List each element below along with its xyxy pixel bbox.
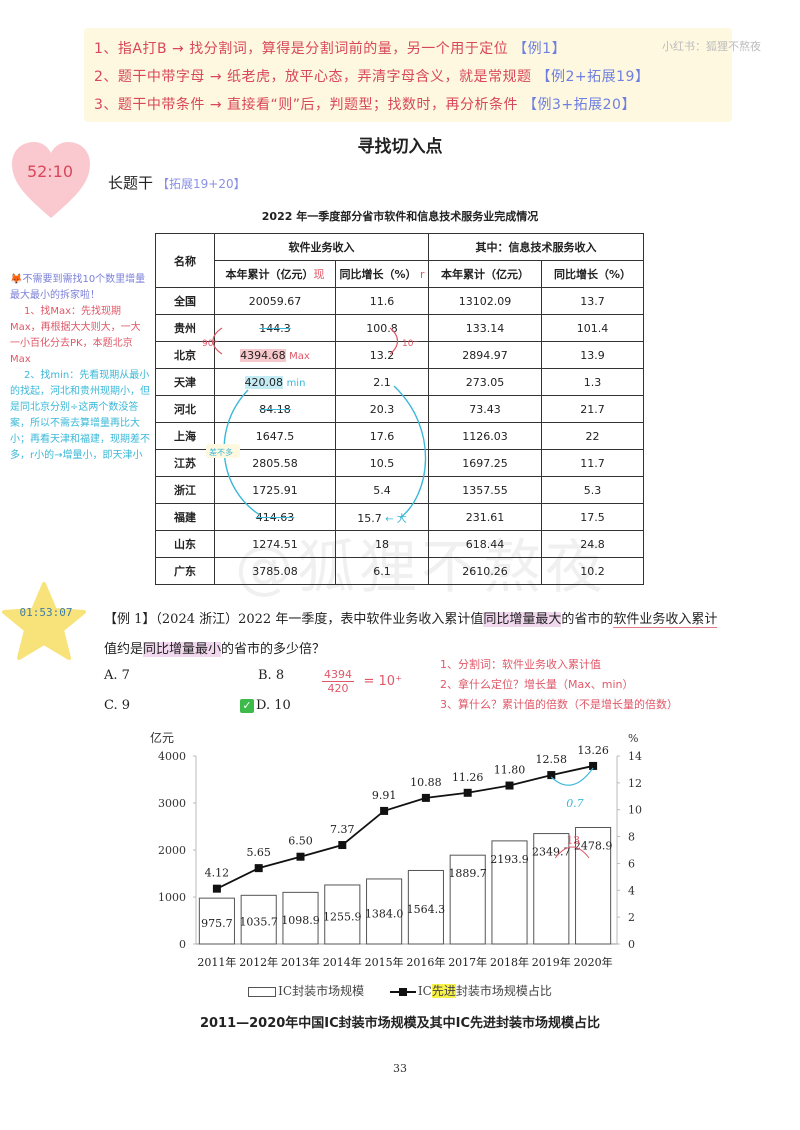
svg-text:2015年: 2015年 — [365, 955, 404, 969]
svg-text:2014年: 2014年 — [323, 955, 362, 969]
ic-packaging-chart: 亿元 % 0 1000 2000 3000 4000 0 2 4 6 8 10 12 14 975.7 2011… — [150, 730, 642, 969]
svg-text:12.58: 12.58 — [536, 753, 568, 766]
table-row: 河北 84.18 20.3 73.43 21.7 — [155, 395, 644, 423]
svg-text:13.26: 13.26 — [577, 744, 609, 757]
watermark-top: 小红书：狐狸不熬夜 — [662, 40, 761, 53]
heart-icon — [12, 142, 90, 218]
svg-text:0: 0 — [628, 938, 635, 951]
analysis-notes: 1、分割词：软件业务收入累计值 2、拿什么定位？增长量（Max、min） 3、算… — [440, 658, 678, 711]
heart-timestamp: 52:10 — [26, 162, 74, 181]
table-row: 全国 20059.67 11.6 13102.09 13.7 — [155, 287, 644, 315]
table-row: 北京 4394.68 Max 13.2 2894.97 13.9 — [155, 341, 644, 369]
header-name: 名称 — [155, 233, 215, 288]
star-icon — [2, 582, 86, 660]
svg-text:5.65: 5.65 — [246, 846, 271, 859]
svg-text:7.37: 7.37 — [330, 823, 355, 836]
svg-text:2: 2 — [628, 911, 635, 924]
svg-text:11.26: 11.26 — [452, 771, 484, 784]
svg-text:975.7: 975.7 — [201, 917, 233, 930]
calc-annotation: 4394 420 = 10⁺ — [322, 668, 402, 695]
star-timestamp: 01:53:07 — [19, 606, 73, 619]
table-row: 广东 3785.08 6.1 2610.26 10.2 — [155, 557, 644, 585]
tip-line-2: 2、题干中带字母 → 纸老虎，放平心态，弄清字母含义，就是常规题 【例2+拓展1… — [94, 69, 650, 85]
table-row: 山东 1274.51 18 618.44 24.8 — [155, 530, 644, 558]
svg-text:2016年: 2016年 — [406, 955, 445, 969]
tip-line-1: 1、指A打B → 找分割词，算得是分割词前的量，另一个用于定位 【例1】 — [94, 41, 567, 57]
option-b[interactable]: B. 8 — [258, 668, 285, 683]
svg-text:8: 8 — [628, 831, 635, 844]
header-group-it-service: 其中：信息技术服务收入 — [428, 233, 644, 261]
table-row: 上海 1647.5 17.6 1126.03 22 — [155, 422, 644, 450]
side-note-intro: 🦊不需要到需找10个数里增量最大最小的拆家啦！ — [10, 274, 146, 301]
svg-text:90⁺: 90⁺ — [202, 339, 218, 349]
svg-text:0.7: 0.7 — [566, 797, 584, 810]
svg-text:2019年: 2019年 — [532, 955, 571, 969]
legend-line-swatch — [389, 987, 416, 996]
svg-text:2013年: 2013年 — [281, 955, 320, 969]
svg-text:2000: 2000 — [158, 844, 186, 857]
header-rate-2: 同比增长（%） — [541, 260, 644, 288]
svg-text:2193.9: 2193.9 — [490, 853, 529, 866]
side-note-step2: 2、找min：先看现期从最小的找起，河北和贵州现期小，但是同北京分别÷这两个数没… — [10, 370, 150, 461]
svg-text:1564.3: 1564.3 — [407, 903, 446, 916]
svg-text:2012年: 2012年 — [239, 955, 278, 969]
svg-text:2018年: 2018年 — [490, 955, 529, 969]
svg-text:12: 12 — [628, 777, 642, 790]
question-text: 【例 1】（2024 浙江）2022 年一季度，表中软件业务收入累计值同比增量最… — [104, 612, 718, 657]
table-row: 天津 420.08 min 2.1 273.05 1.3 — [155, 368, 644, 396]
svg-text:%: % — [628, 732, 638, 745]
side-note-step1: 1、找Max：先找现期Max，再根据大大则大，一大一小百化分去PK，本题北京Ma… — [10, 306, 141, 365]
svg-text:1384.0: 1384.0 — [365, 907, 404, 920]
option-a[interactable]: A. 7 — [104, 668, 130, 683]
svg-text:亿元: 亿元 — [150, 730, 174, 745]
chart-title: 2011—2020年中国IC封装市场规模及其中IC先进封装市场规模占比 — [199, 1016, 601, 1031]
svg-text:11.80: 11.80 — [494, 764, 526, 777]
data-table: 名称 软件业务收入 其中：信息技术服务收入 本年累计（亿元）现 同比增长（%） … — [155, 233, 644, 585]
side-note: 🦊不需要到需找10个数里增量最大最小的拆家啦！ 1、找Max：先找现期Max，再… — [10, 272, 150, 464]
svg-text:6: 6 — [628, 857, 635, 870]
svg-text:10⁻: 10⁻ — [402, 339, 418, 349]
svg-text:1035.7: 1035.7 — [239, 916, 278, 929]
svg-text:1255.9: 1255.9 — [323, 910, 362, 923]
svg-text:14: 14 — [628, 750, 642, 763]
table-row: 福建 414.63 15.7 ← 大 231.61 17.5 — [155, 503, 644, 531]
svg-text:3000: 3000 — [158, 797, 186, 810]
chart-legend: IC封装市场规模 IC先进封装市场规模占比 — [150, 982, 650, 999]
header-rate-1: 同比增长（%） r — [335, 260, 429, 288]
table-annotation-arcs: 90⁺ 10⁻ 差不多 — [202, 327, 427, 519]
tip-line-3: 3、题干中带条件 → 直接看“则”后，判题型；找数时，再分析条件 【例3+拓展2… — [94, 97, 636, 113]
svg-text:10.88: 10.88 — [410, 776, 442, 789]
svg-text:10: 10 — [628, 804, 642, 817]
checkmark-icon: ✓ — [240, 699, 254, 713]
svg-text:4000: 4000 — [158, 750, 186, 763]
svg-text:6.50: 6.50 — [288, 835, 313, 848]
option-c[interactable]: C. 9 — [104, 698, 131, 713]
svg-text:4: 4 — [628, 884, 635, 897]
table-title: 2022 年一季度部分省市软件和信息技术服务业完成情况 — [261, 210, 539, 223]
svg-text:2349.7: 2349.7 — [532, 846, 571, 859]
page-number: 33 — [393, 1062, 407, 1075]
svg-text:2011年: 2011年 — [197, 955, 236, 969]
svg-text:差不多: 差不多 — [209, 447, 233, 457]
header-cum-2: 本年累计（亿元） — [428, 260, 542, 288]
table-row: 浙江 1725.91 5.4 1357.55 5.3 — [155, 476, 644, 504]
subheading: 长题干 【拓展19+20】 — [108, 174, 246, 192]
svg-text:1098.9: 1098.9 — [281, 914, 320, 927]
svg-text:0: 0 — [179, 938, 186, 951]
svg-text:2478.9: 2478.9 — [574, 839, 613, 852]
svg-text:4.12: 4.12 — [205, 867, 230, 880]
tips-box: 1、指A打B → 找分割词，算得是分割词前的量，另一个用于定位 【例1】 2、题… — [84, 28, 732, 122]
table-row: 江苏 2805.58 10.5 1697.25 11.7 — [155, 449, 644, 477]
header-cum-1: 本年累计（亿元）现 — [214, 260, 336, 288]
header-group-software: 软件业务收入 — [214, 233, 429, 261]
svg-text:2020年: 2020年 — [574, 955, 613, 969]
svg-text:13: 13 — [566, 834, 580, 847]
legend-bar-swatch — [248, 986, 277, 997]
svg-text:2017年: 2017年 — [448, 955, 487, 969]
section-title: 寻找切入点 — [357, 137, 443, 157]
svg-text:1889.7: 1889.7 — [448, 867, 487, 880]
svg-text:9.91: 9.91 — [372, 789, 397, 802]
option-d[interactable]: ✓ D. 10 — [240, 698, 291, 713]
svg-text:1000: 1000 — [158, 891, 186, 904]
